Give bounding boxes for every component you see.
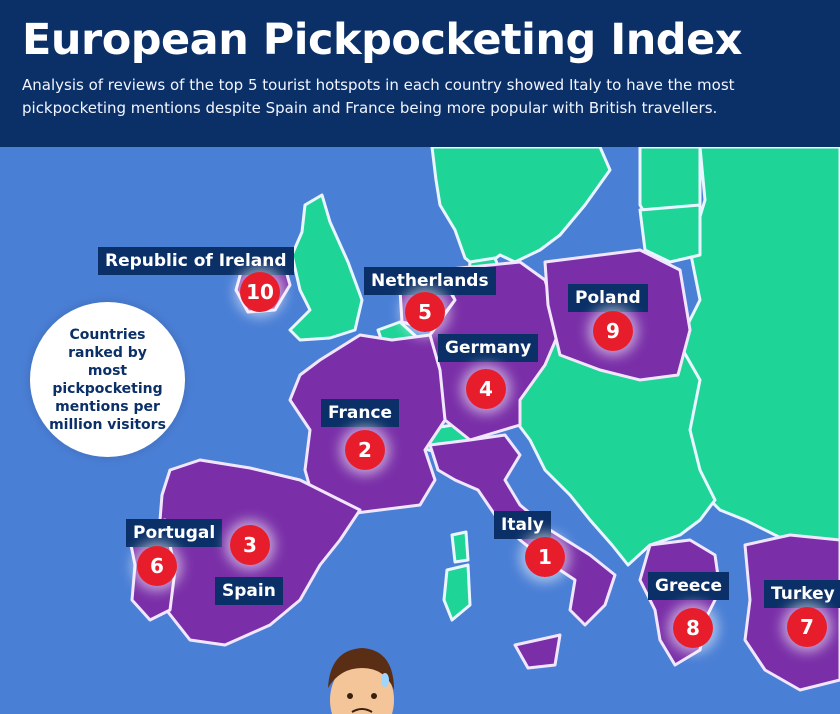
label-spain: Spain bbox=[215, 577, 283, 605]
rank-badge-spain: 3 bbox=[230, 525, 270, 565]
sardinia-shape bbox=[442, 563, 472, 622]
rank-badge-republic-of-ireland: 10 bbox=[240, 272, 280, 312]
rank-badge-greece: 8 bbox=[673, 608, 713, 648]
rank-badge-turkey: 7 bbox=[787, 607, 827, 647]
scandinavia-shape bbox=[430, 147, 612, 272]
legend-text: Countries ranked by most pickpocketing m… bbox=[49, 326, 166, 433]
rank-badge-italy: 1 bbox=[525, 537, 565, 577]
legend-circle: Countries ranked by most pickpocketing m… bbox=[30, 302, 185, 457]
rank-badge-netherlands: 5 bbox=[405, 292, 445, 332]
label-france: France bbox=[321, 399, 400, 427]
worried-tourist-icon bbox=[328, 648, 394, 714]
label-turkey: Turkey bbox=[764, 580, 840, 608]
rank-badge-germany: 4 bbox=[466, 369, 506, 409]
label-republic-of-ireland: Republic of Ireland bbox=[98, 247, 294, 275]
label-germany: Germany bbox=[438, 334, 539, 362]
label-italy: Italy bbox=[494, 511, 551, 539]
corsica-shape bbox=[450, 530, 470, 564]
other-countries bbox=[288, 147, 840, 622]
page-title: European Pickpocketing Index bbox=[22, 15, 742, 65]
label-portugal: Portugal bbox=[126, 519, 223, 547]
map-svg bbox=[0, 147, 840, 714]
rank-badge-poland: 9 bbox=[593, 311, 633, 351]
baltics-shape bbox=[638, 203, 702, 264]
label-poland: Poland bbox=[568, 284, 648, 312]
label-netherlands: Netherlands bbox=[364, 267, 496, 295]
rank-badge-france: 2 bbox=[345, 430, 385, 470]
rank-badge-portugal: 6 bbox=[137, 546, 177, 586]
page-subtitle: Analysis of reviews of the top 5 tourist… bbox=[22, 76, 735, 117]
label-greece: Greece bbox=[648, 572, 730, 600]
sicily-shape bbox=[513, 633, 562, 670]
europe-map: Countries ranked by most pickpocketing m… bbox=[0, 147, 840, 714]
header-banner: European Pickpocketing Index Analysis of… bbox=[0, 0, 840, 147]
